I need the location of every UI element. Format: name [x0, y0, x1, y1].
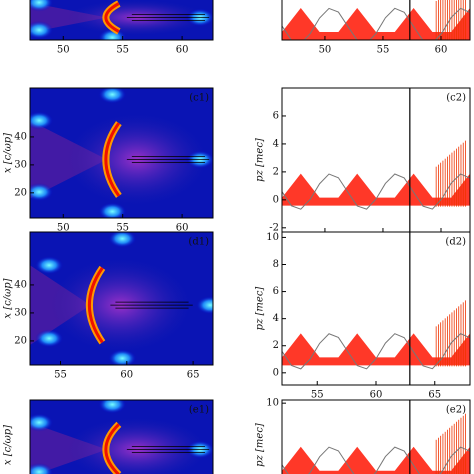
panel-frame [29, 399, 214, 474]
y-tick-label: 2 [273, 340, 279, 351]
x-tick-label: 65 [187, 370, 200, 381]
blob [108, 232, 137, 248]
y-tick-label: 20 [14, 187, 27, 198]
electron-bunch [126, 446, 210, 453]
blob [30, 21, 54, 39]
panel-label: (e1) [189, 405, 209, 416]
panel-frame [281, 0, 471, 41]
blob [30, 183, 54, 201]
electron-bunch [126, 14, 210, 21]
y-tick-label: 10 [266, 232, 279, 243]
y-tick-label: 40 [14, 279, 27, 290]
blob [98, 28, 127, 40]
y-axis-label: x [c/ωp] [3, 425, 14, 465]
x-tick-label: 50 [57, 45, 70, 56]
chevron-core [104, 122, 121, 197]
panel-label: (c2) [446, 93, 466, 104]
y-tick-label: 6 [273, 110, 279, 121]
y-tick-label: -2 [269, 222, 279, 233]
panel-label: (c1) [189, 93, 209, 104]
x-tick-label: 65 [428, 390, 441, 401]
field-curve [282, 446, 470, 474]
particle-cloud [282, 446, 470, 474]
panel-frame [29, 231, 214, 366]
x-tick-label: 60 [176, 45, 189, 56]
y-axis-label: pz [mec] [255, 287, 266, 331]
electron-bunch [110, 301, 193, 309]
x-tick-label: 60 [120, 370, 133, 381]
x-tick-label: 55 [377, 45, 390, 56]
panel [282, 400, 470, 474]
panel [30, 88, 213, 218]
chevron-core [87, 267, 104, 344]
chevron-core [104, 423, 120, 474]
y-tick-label: 0 [273, 367, 279, 378]
y-tick-label: 40 [14, 131, 27, 142]
blob [30, 0, 54, 12]
panel [282, 88, 470, 232]
blob [98, 202, 127, 218]
y-tick-label: 2 [273, 166, 279, 177]
y-tick-label: 10 [266, 398, 279, 409]
panel-label: (d2) [445, 237, 466, 248]
glow [66, 418, 207, 474]
panel [30, 400, 213, 474]
panel [30, 232, 213, 365]
y-tick-label: 8 [273, 259, 279, 270]
panel-frame [281, 399, 471, 474]
blob [108, 349, 137, 365]
panel [282, 232, 470, 385]
panel [282, 0, 470, 40]
blob [30, 413, 54, 432]
panel-frame [29, 0, 214, 41]
blob [35, 256, 64, 275]
blob [98, 88, 127, 104]
y-tick-label: 6 [273, 286, 279, 297]
blob [98, 400, 127, 414]
y-tick-label: 0 [273, 194, 279, 205]
y-axis-label: x [c/ωp] [3, 133, 14, 173]
x-tick-label: 60 [435, 45, 448, 56]
y-axis-label: pz [mec] [255, 138, 266, 182]
panel-label: (e2) [446, 405, 466, 416]
field-curve [282, 7, 470, 40]
field-curve [282, 173, 470, 210]
blob [196, 296, 213, 315]
x-tick-label: 60 [370, 390, 383, 401]
panel-label: (d1) [188, 237, 209, 248]
particle-cloud [282, 173, 470, 206]
x-tick-label: 50 [319, 45, 332, 56]
panel [30, 0, 213, 40]
x-tick-label: 55 [116, 223, 129, 234]
y-tick-label: 4 [273, 138, 279, 149]
x-tick-label: 55 [54, 370, 67, 381]
x-tick-label: 50 [57, 223, 70, 234]
y-tick-label: 30 [14, 159, 27, 170]
panel-frame [29, 87, 214, 219]
x-tick-label: 60 [176, 223, 189, 234]
blob [35, 329, 64, 348]
plot-background [282, 88, 470, 232]
x-tick-label: 55 [311, 390, 324, 401]
electron-bunch [126, 156, 210, 163]
y-axis-label: x [c/ωp] [3, 278, 14, 318]
y-axis-label: pz [mec] [255, 423, 266, 467]
blob [30, 111, 54, 130]
y-tick-label: 20 [14, 335, 27, 346]
x-tick-label: 55 [116, 45, 129, 56]
field-curve [282, 333, 470, 370]
y-tick-label: 30 [14, 307, 27, 318]
particle-cloud [282, 333, 470, 366]
particle-cloud [282, 8, 470, 40]
y-tick-label: 4 [273, 313, 279, 324]
chevron-core [104, 2, 120, 33]
blob [30, 463, 54, 474]
